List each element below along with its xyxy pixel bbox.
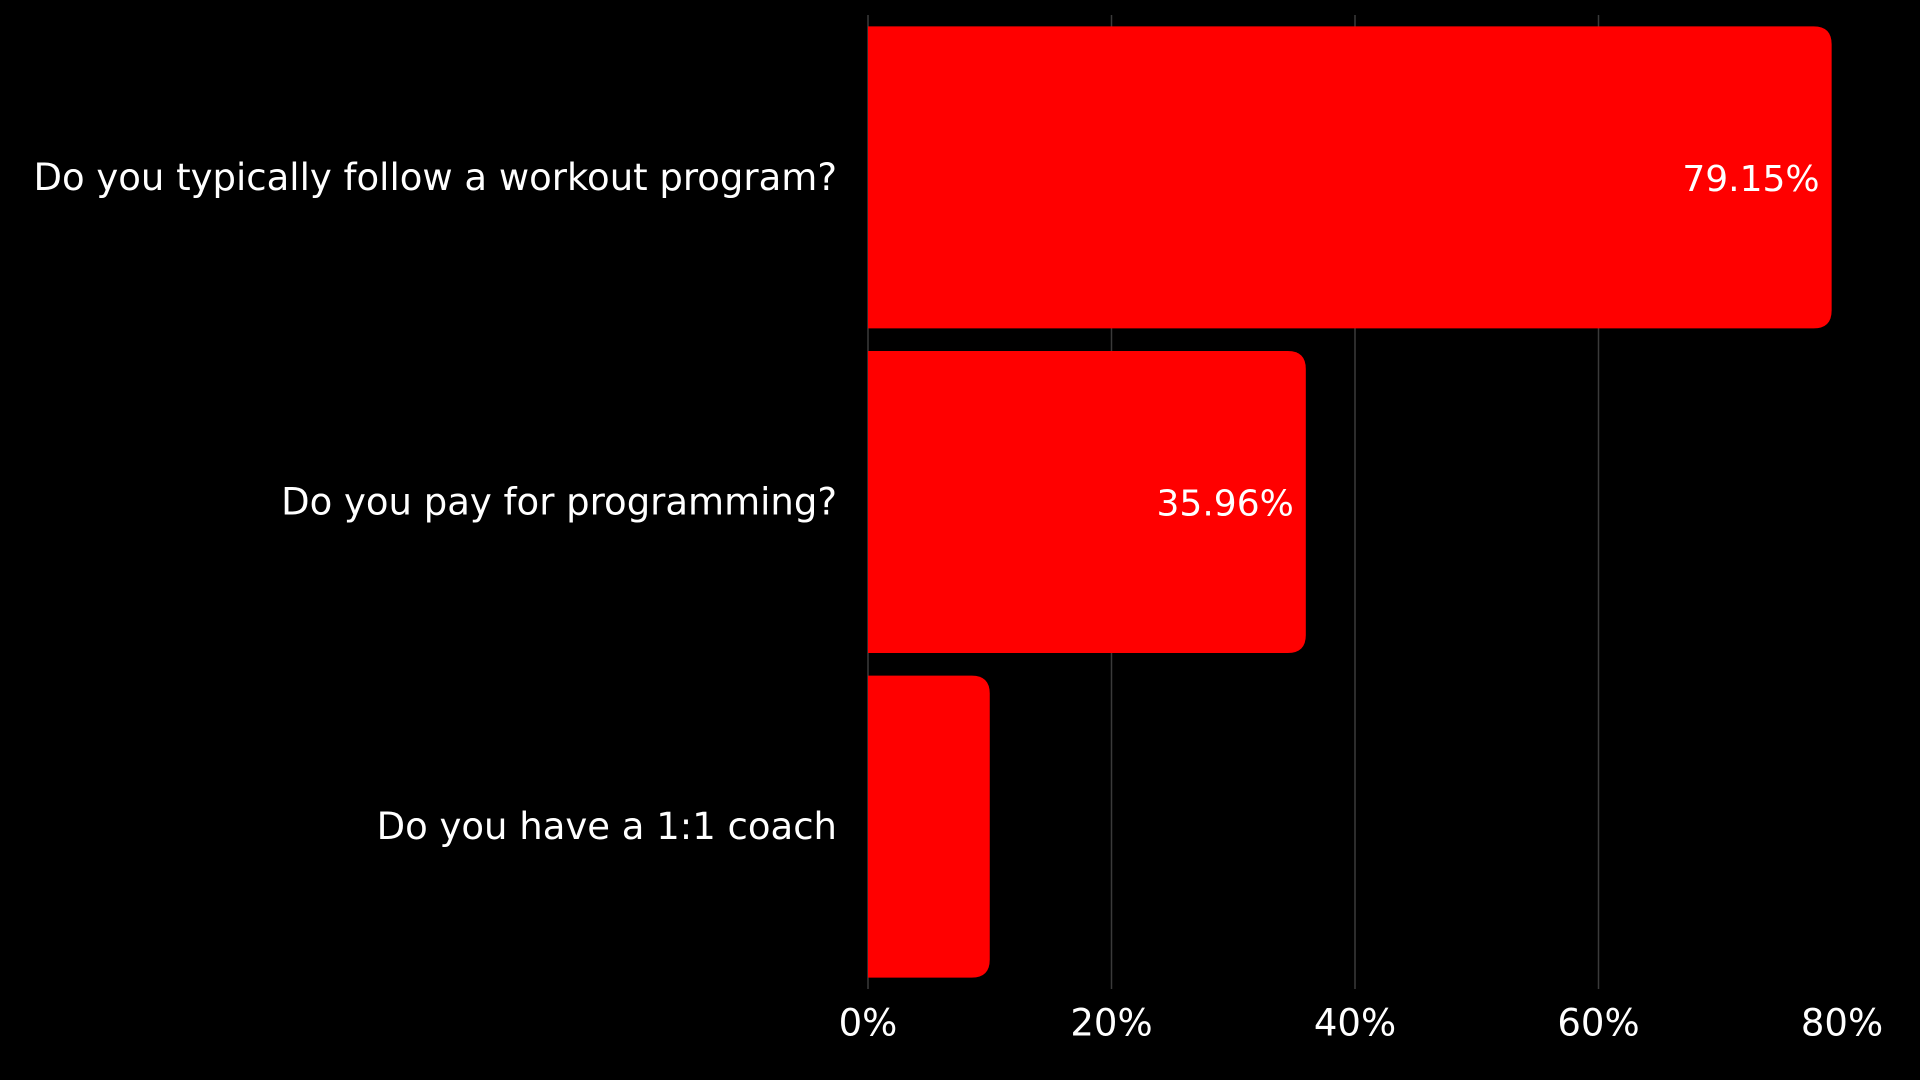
category-labels: Do you typically follow a workout progra… (33, 156, 837, 848)
bar (868, 351, 1306, 653)
x-tick-label: 0% (839, 1002, 898, 1045)
x-tick-label: 80% (1801, 1002, 1883, 1045)
x-tick-label: 20% (1070, 1002, 1152, 1045)
value-label: 35.96% (1157, 484, 1294, 525)
bar (868, 26, 1832, 329)
category-label: Do you pay for programming? (281, 481, 837, 524)
x-tick-label: 40% (1314, 1002, 1396, 1045)
x-axis-tick-labels: 0% 20% 40% 60% 80% (839, 1002, 1883, 1045)
bar (868, 675, 990, 978)
value-label: 79.15% (1682, 159, 1819, 200)
category-label: Do you have a 1:1 coach (377, 805, 837, 848)
value-labels: 79.15% 35.96% (1157, 159, 1820, 525)
bar-layer (868, 26, 1832, 978)
category-label: Do you typically follow a workout progra… (33, 156, 837, 199)
x-tick-label: 60% (1557, 1002, 1639, 1045)
